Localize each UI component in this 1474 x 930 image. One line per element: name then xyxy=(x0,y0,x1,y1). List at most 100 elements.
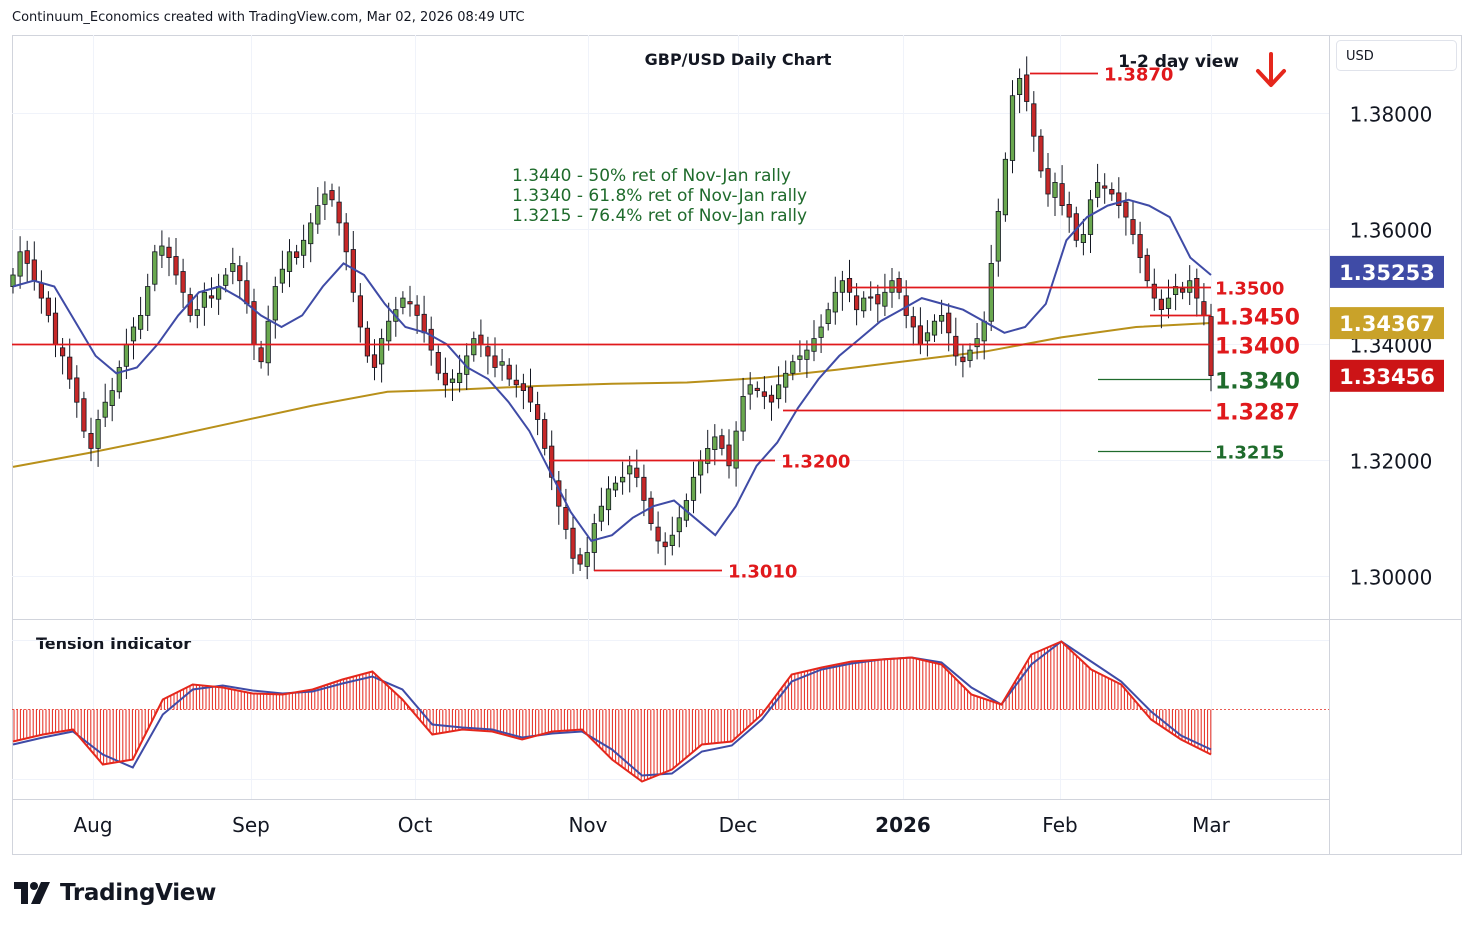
candle xyxy=(612,476,619,497)
candle xyxy=(1116,177,1122,219)
tradingview-logo[interactable]: TradingView xyxy=(14,876,216,910)
level-label: 1.3287 xyxy=(1215,401,1300,426)
candle xyxy=(542,412,548,456)
candle xyxy=(223,268,229,293)
candle xyxy=(308,213,314,263)
candle xyxy=(38,270,45,314)
retracement-note: 1.3215 - 76.4% ret of Nov-Jan rally xyxy=(512,206,807,226)
candle xyxy=(343,213,349,271)
candle xyxy=(520,373,527,410)
candle xyxy=(591,513,597,571)
candle xyxy=(478,319,484,358)
candle xyxy=(1002,152,1009,222)
candle xyxy=(386,302,392,351)
price-tag: 1.34367 xyxy=(1330,307,1444,340)
chart-title: GBP/USD Daily Chart xyxy=(645,50,832,69)
candle xyxy=(251,288,257,360)
support-resistance-levels: 1.3870 1.3500 1.3450 1.3400 1.3340 1.3287 1.32… xyxy=(12,65,1300,583)
candle xyxy=(173,238,179,285)
candle xyxy=(960,344,966,378)
chart-attribution: Continuum_Economics created with Trading… xyxy=(12,10,525,25)
candle xyxy=(435,345,441,381)
currency-badge[interactable]: USD xyxy=(1336,40,1457,71)
candle xyxy=(1130,200,1136,245)
candle xyxy=(109,377,115,422)
candle xyxy=(421,295,427,343)
candle xyxy=(378,328,385,383)
candle xyxy=(286,239,293,288)
level-1-3215: 1.3215 xyxy=(1098,443,1284,464)
short-ma-line xyxy=(12,198,1212,543)
candle xyxy=(882,273,888,316)
candle xyxy=(364,321,371,363)
candle xyxy=(17,236,23,289)
candle xyxy=(832,276,838,325)
time-tick-label: Dec xyxy=(719,813,758,837)
candle xyxy=(605,476,612,526)
candle xyxy=(1187,265,1193,305)
candle xyxy=(1208,303,1214,392)
level-label: 1.3200 xyxy=(781,452,850,473)
tension-line xyxy=(12,640,1212,783)
price-tag: 1.33456 xyxy=(1330,359,1444,392)
candle xyxy=(329,183,335,207)
candle xyxy=(31,241,37,291)
level-1-3400: 1.3400 xyxy=(12,335,1300,360)
candle xyxy=(1038,129,1044,178)
candle xyxy=(953,317,959,366)
time-tick-label: 2026 xyxy=(875,813,931,837)
candle xyxy=(719,428,725,456)
candle xyxy=(215,273,222,315)
candle xyxy=(1144,248,1150,288)
candle xyxy=(24,240,30,282)
candle xyxy=(1109,182,1115,201)
candle xyxy=(797,340,803,373)
candle xyxy=(414,295,420,334)
time-tick-label: Nov xyxy=(568,813,607,837)
candle xyxy=(1059,165,1065,216)
candle xyxy=(776,366,782,409)
candle xyxy=(939,299,945,334)
candle xyxy=(861,291,867,318)
candle xyxy=(839,270,846,311)
candle xyxy=(371,339,378,381)
candle xyxy=(634,449,640,488)
candle xyxy=(1087,190,1094,253)
price-tick-label: 1.38000 xyxy=(1350,103,1433,127)
tradingview-wordmark: TradingView xyxy=(60,880,217,906)
time-tick-label: Sep xyxy=(232,813,270,837)
candle xyxy=(1052,172,1058,216)
long-ma-line xyxy=(12,322,1212,468)
candle xyxy=(804,340,810,378)
candle xyxy=(201,282,207,326)
candle xyxy=(159,230,165,268)
candle xyxy=(471,331,477,362)
price-tick-label: 1.32000 xyxy=(1350,450,1433,474)
price-tag-label: 1.33456 xyxy=(1339,365,1435,389)
time-tick-label: Feb xyxy=(1042,813,1077,837)
candle xyxy=(967,343,973,368)
candle xyxy=(67,338,73,389)
down-arrow-icon xyxy=(1256,52,1286,87)
candle xyxy=(1201,283,1207,326)
candle xyxy=(322,181,328,220)
candle xyxy=(747,372,753,410)
candle xyxy=(1180,281,1186,300)
level-label: 1.3215 xyxy=(1215,443,1284,464)
candle xyxy=(428,316,434,366)
candle xyxy=(1066,191,1072,233)
candle xyxy=(627,455,633,493)
candle xyxy=(1102,173,1108,204)
candle xyxy=(783,360,789,403)
level-1-3010: 1.3010 xyxy=(594,562,797,583)
candle xyxy=(166,237,172,277)
candle xyxy=(180,258,186,308)
candle xyxy=(811,320,817,362)
candle xyxy=(74,365,80,418)
candle xyxy=(456,354,463,393)
time-tick-label: Aug xyxy=(73,813,112,837)
candle xyxy=(527,368,534,412)
candle xyxy=(584,536,590,580)
